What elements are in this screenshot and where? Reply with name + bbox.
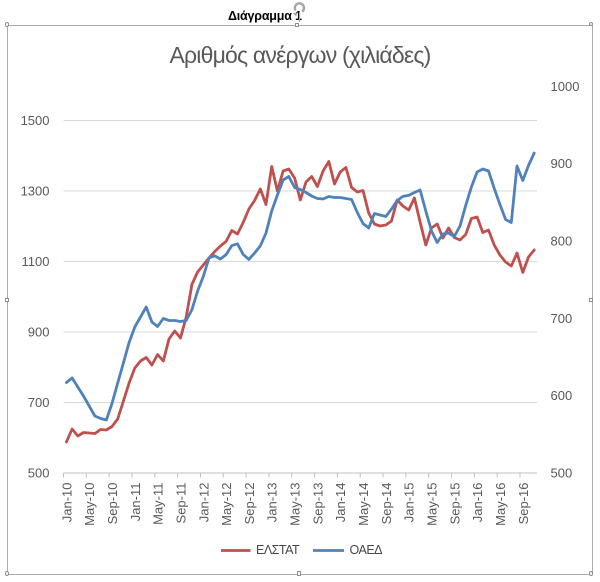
svg-text:Sep-11: Sep-11 xyxy=(174,483,189,524)
svg-text:May-10: May-10 xyxy=(82,483,97,526)
svg-text:Sep-14: Sep-14 xyxy=(379,483,394,525)
svg-text:Jan-13: Jan-13 xyxy=(265,483,280,523)
svg-text:May-16: May-16 xyxy=(493,483,508,526)
svg-text:500: 500 xyxy=(28,466,50,481)
svg-text:Sep-16: Sep-16 xyxy=(516,483,531,525)
svg-text:Sep-13: Sep-13 xyxy=(310,483,325,525)
svg-text:500: 500 xyxy=(551,466,573,481)
svg-text:700: 700 xyxy=(551,311,573,326)
svg-text:Jan-12: Jan-12 xyxy=(196,483,211,523)
svg-text:ΕΛΣΤΑΤ: ΕΛΣΤΑΤ xyxy=(256,543,300,557)
svg-text:1100: 1100 xyxy=(22,254,50,269)
svg-text:Sep-10: Sep-10 xyxy=(105,483,120,525)
svg-text:Jan-11: Jan-11 xyxy=(128,483,143,522)
svg-text:800: 800 xyxy=(551,234,573,249)
svg-text:900: 900 xyxy=(28,325,50,340)
svg-text:Sep-15: Sep-15 xyxy=(447,483,462,525)
svg-text:700: 700 xyxy=(28,395,50,410)
svg-text:May-15: May-15 xyxy=(425,483,440,526)
svg-text:600: 600 xyxy=(551,388,573,403)
svg-text:Jan-16: Jan-16 xyxy=(470,482,485,522)
svg-text:May-13: May-13 xyxy=(288,483,303,526)
svg-text:May-14: May-14 xyxy=(356,483,371,526)
svg-text:Jan-14: Jan-14 xyxy=(333,483,348,523)
svg-text:1500: 1500 xyxy=(21,113,50,128)
svg-text:1000: 1000 xyxy=(551,79,580,94)
svg-text:ΟΑΕΔ: ΟΑΕΔ xyxy=(350,543,383,557)
svg-text:Jan-15: Jan-15 xyxy=(402,483,417,523)
svg-text:May-12: May-12 xyxy=(219,483,234,526)
svg-text:May-11: May-11 xyxy=(151,483,166,525)
svg-text:1300: 1300 xyxy=(21,184,50,199)
svg-text:900: 900 xyxy=(551,156,573,171)
svg-text:Sep-12: Sep-12 xyxy=(242,483,257,525)
svg-text:Jan-10: Jan-10 xyxy=(59,483,74,523)
